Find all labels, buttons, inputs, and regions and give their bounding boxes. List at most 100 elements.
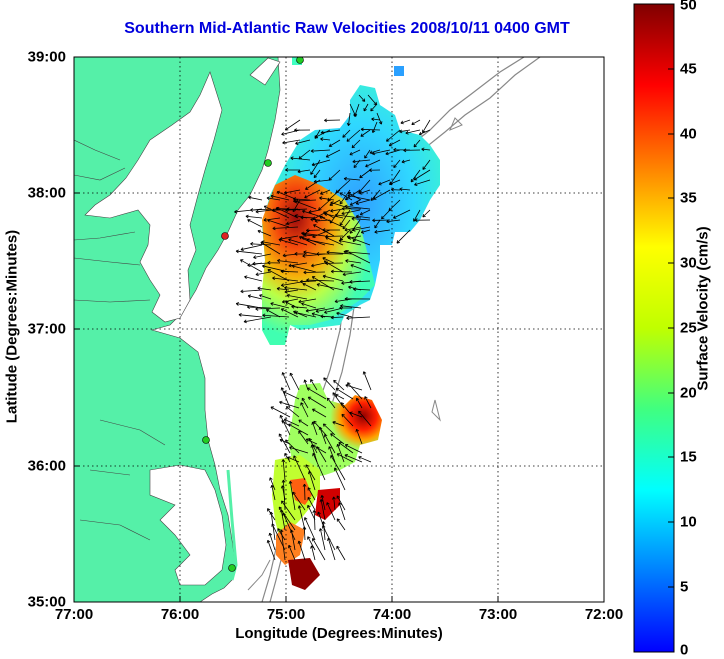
velocity-arrow [272,276,299,282]
velocity-arrow [297,540,306,561]
y-tick-label: 37:00 [27,320,66,338]
x-tick-label: 73:00 [478,606,518,623]
velocity-arrow [269,477,276,491]
velocity-arrow [329,209,341,224]
velocity-arrow [343,176,361,181]
velocity-arrow [386,219,401,224]
velocity-arrow [283,418,300,427]
velocity-arrow [240,259,263,273]
velocity-arrow [339,189,351,205]
velocity-arrow [244,275,263,282]
velocity-arrow [291,304,308,309]
velocity-field-south [272,383,382,590]
velocity-arrow [320,137,331,142]
velocity-arrow [270,406,291,418]
velocity-arrow [360,229,371,234]
velocity-arrow [336,453,354,463]
velocity-arrow [272,226,299,231]
velocity-arrow [277,528,286,541]
velocity-arrow [414,218,431,223]
velocity-arrow [332,392,345,409]
velocity-arrow [311,159,331,167]
velocity-arrow [418,129,431,136]
velocity-arrows [234,94,431,561]
velocity-arrow [261,264,290,273]
velocity-arrow [257,286,272,291]
velocity-arrow [411,119,421,126]
velocity-arrow [313,169,321,179]
velocity-arrow [360,127,381,132]
velocity-arrow [350,264,371,273]
velocity-arrow [288,262,308,268]
velocity-arrow [332,496,336,511]
velocity-arrow [311,276,335,291]
velocity-arrow [344,204,371,210]
velocity-arrow [370,103,378,112]
velocity-arrow [326,502,336,521]
velocity-arrow [243,316,272,324]
velocity-arrow [388,179,401,186]
velocity-arrow [281,298,299,304]
colorbar-tick-label: 45 [680,60,697,78]
velocity-arrow [376,112,383,125]
velocity-arrow [334,298,353,304]
velocity-arrow [281,459,286,481]
velocity-arrow [310,159,321,175]
velocity-arrow [311,408,327,418]
velocity-arrow [360,129,371,137]
velocity-arrow [374,219,381,229]
velocity-arrow [277,258,299,264]
velocity-arrow [362,371,372,391]
velocity-arrow [311,262,326,268]
velocity-arrow [396,229,411,244]
colorbar-tick-label: 40 [680,125,697,143]
velocity-arrow [307,496,316,511]
velocity-arrow [293,455,306,481]
velocity-arrow [310,149,331,153]
velocity-arrow [328,446,336,463]
x-tick-label: 72:00 [584,606,624,623]
velocity-arrow [330,315,344,320]
velocity-arrow [373,189,391,200]
velocity-arrow [341,413,354,427]
velocity-arrow [279,529,286,561]
colorbar-tick-label: 20 [680,384,697,402]
velocity-arrow [281,129,301,136]
velocity-arrow [344,454,363,463]
velocity-arrow [302,526,307,541]
velocity-arrow [266,539,276,561]
velocity-arrow [413,169,431,181]
velocity-arrow [289,529,296,551]
velocity-arrow [330,455,346,481]
velocity-arrow [421,147,431,152]
velocity-arrow [255,307,281,311]
velocity-arrow [413,139,421,148]
velocity-arrow [308,470,316,491]
velocity-arrow [355,397,363,409]
velocity-arrow [278,238,299,246]
map-title: Southern Mid-Atlantic Raw Velocities 200… [124,20,570,37]
velocity-arrow [291,264,317,273]
velocity-arrow [238,313,263,318]
colorbar-tick-label: 25 [680,319,697,337]
colorbar-tick-label: 35 [680,189,697,207]
velocity-arrow [305,307,326,313]
velocity-arrow [326,250,353,255]
velocity-arrow [336,545,346,561]
colorbar-tick-label: 5 [680,578,689,596]
velocity-arrow [319,499,326,521]
velocity-arrow [305,438,318,445]
velocity-arrow [290,156,311,161]
velocity-arrow [298,298,317,304]
velocity-arrow [352,159,371,164]
velocity-arrow [371,121,378,134]
velocity-arrow [235,249,263,255]
velocity-arrow [336,311,353,318]
velocity-arrow [240,244,263,252]
velocity-arrow [378,179,391,186]
velocity-arrow [270,302,290,309]
velocity-arrow [287,544,296,561]
velocity-arrow [276,286,290,291]
velocity-arrow [365,159,381,168]
y-axis-label: Latitude (Degrees:Minutes) [3,229,21,424]
